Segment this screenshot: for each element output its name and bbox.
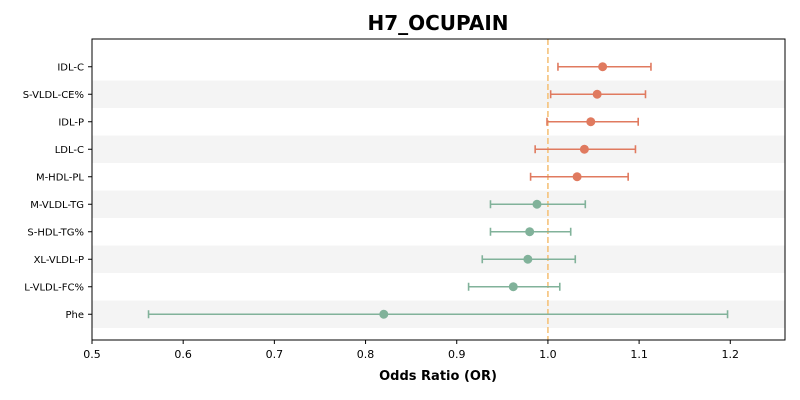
row-band	[92, 190, 785, 218]
y-tick-label: Phe	[65, 310, 84, 321]
or-point	[592, 89, 602, 99]
y-tick-label: IDL-C	[57, 62, 84, 73]
forest-row	[534, 144, 637, 154]
x-tick-label: 0.9	[448, 348, 466, 361]
y-tick-label: IDL-P	[58, 117, 84, 128]
forest-row	[467, 282, 561, 292]
or-point	[508, 282, 518, 292]
forest-row	[489, 199, 587, 209]
row-bands	[92, 80, 785, 328]
or-point	[523, 254, 533, 264]
y-axis: IDL-C S-VLDL-CE% IDL-P LDL-C M-HDL-PL M-VLDL-…	[23, 62, 92, 321]
row-band	[92, 80, 785, 108]
plot-frame	[91, 38, 786, 341]
y-tick-label: S-HDL-TG%	[27, 227, 84, 238]
x-tick-label: 0.6	[174, 348, 192, 361]
or-point	[598, 62, 608, 72]
x-tick-label: 1.2	[722, 348, 740, 361]
x-tick-label: 1.1	[630, 348, 648, 361]
or-point	[379, 309, 389, 319]
y-tick-label: S-VLDL-CE%	[23, 90, 84, 101]
x-tick-label: 1.0	[539, 348, 557, 361]
y-tick-label: L-VLDL-FC%	[24, 282, 84, 293]
y-tick-label: XL-VLDL-P	[34, 255, 84, 266]
x-tick-label: 0.5	[83, 348, 101, 361]
forest-row	[481, 254, 577, 264]
forest-row	[147, 309, 729, 319]
or-point	[579, 144, 589, 154]
y-tick-label: M-VLDL-TG	[30, 200, 84, 211]
chart-title: H7_OCUPAIN	[367, 11, 508, 35]
y-tick-label: LDL-C	[55, 145, 84, 156]
forest-row	[546, 117, 639, 127]
y-tick-label: M-HDL-PL	[36, 172, 84, 183]
x-axis: 0.5 0.6 0.7 0.8 0.9 1.0 1.1 1.2	[83, 340, 739, 361]
or-point	[532, 199, 542, 209]
or-point	[572, 172, 582, 182]
or-point	[525, 227, 535, 237]
x-axis-label: Odds Ratio (OR)	[379, 369, 497, 384]
row-band	[92, 245, 785, 273]
forest-row	[489, 227, 572, 237]
data-marks	[147, 62, 729, 319]
or-point	[586, 117, 596, 127]
x-tick-label: 0.8	[357, 348, 375, 361]
forest-row	[557, 62, 652, 72]
forest-row	[529, 172, 629, 182]
x-tick-label: 0.7	[266, 348, 284, 361]
row-band	[92, 135, 785, 163]
forest-row	[549, 89, 647, 99]
